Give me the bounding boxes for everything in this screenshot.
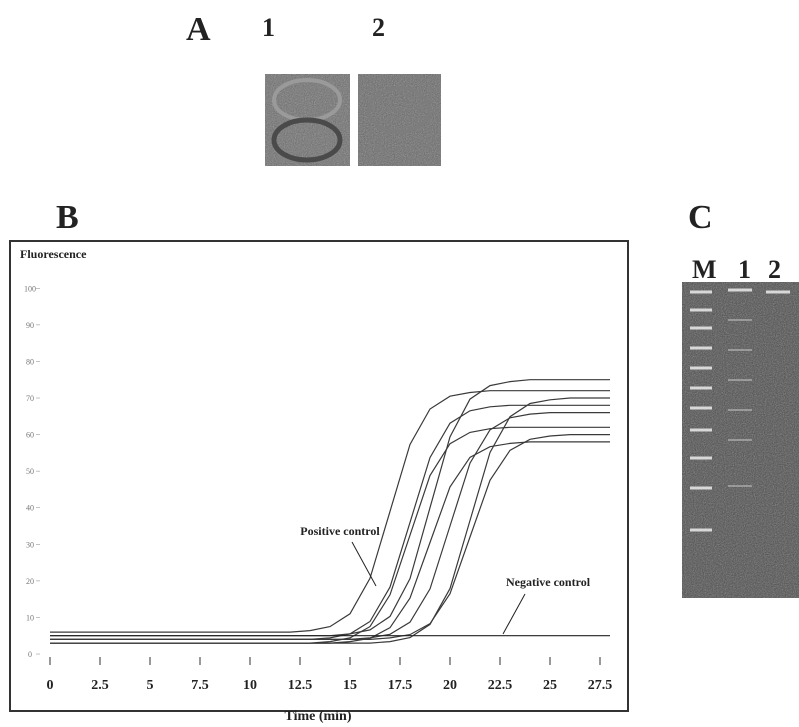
- panel-label: C: [688, 199, 713, 236]
- gel-image: [682, 282, 799, 598]
- plot-area: 0 10 20 30 40 50 60 70 80 90 100 0 2.5 5 7.5 10 12.5 15 17…: [24, 284, 612, 693]
- x-tick-label: 0: [47, 678, 54, 693]
- x-tick-label: 2.5: [91, 678, 109, 693]
- series-line: [50, 441, 610, 644]
- x-axis-label: Time (min): [284, 709, 351, 724]
- series-line: [50, 390, 610, 633]
- x-tick-label: 17.5: [388, 678, 413, 693]
- y-tick-label: 90: [26, 321, 34, 330]
- y-tick-label: 10: [26, 613, 34, 622]
- lane-label: 2: [768, 255, 781, 284]
- x-tick-label: 10: [243, 678, 257, 693]
- series-line: [50, 434, 610, 640]
- tube-image: [265, 74, 350, 166]
- y-tick-label: 70: [26, 394, 34, 403]
- lane-label: 1: [738, 255, 751, 284]
- y-tick-label: 40: [26, 504, 34, 513]
- x-tick-label: 5: [147, 678, 154, 693]
- panel-label: A: [186, 11, 211, 48]
- x-tick-label: 20: [443, 678, 457, 693]
- lane-label: 1: [262, 13, 275, 42]
- x-tick-label: 7.5: [191, 678, 209, 693]
- y-tick-label: 60: [26, 431, 34, 440]
- tube-image: [358, 74, 441, 166]
- y-axis-label: Fluorescence: [20, 247, 87, 261]
- y-tick-label: 20: [26, 577, 34, 586]
- annotation: Negative control: [506, 575, 591, 589]
- panel-label: B: [56, 199, 79, 236]
- x-tick-label: 25: [543, 678, 557, 693]
- chart-frame: [9, 240, 629, 712]
- annotation-arrow: [351, 541, 377, 587]
- annotation: Positive control: [300, 524, 380, 538]
- y-tick-label: 100: [24, 284, 36, 293]
- y-tick-label: 30: [26, 540, 34, 549]
- y-tick-label: 50: [26, 467, 34, 476]
- series-line: [50, 379, 610, 637]
- y-tick-label: 80: [26, 357, 34, 366]
- series-line: [50, 404, 610, 640]
- x-tick-label: 27.5: [588, 678, 613, 693]
- x-tick-label: 22.5: [488, 678, 513, 693]
- x-tick-label: 15: [343, 678, 357, 693]
- annotation-arrow: [502, 593, 526, 635]
- y-tick-label: 0: [28, 650, 32, 659]
- lane-label: M: [692, 255, 717, 284]
- series-line: [50, 397, 610, 644]
- x-tick-label: 12.5: [288, 678, 313, 693]
- lane-label: 2: [372, 13, 385, 42]
